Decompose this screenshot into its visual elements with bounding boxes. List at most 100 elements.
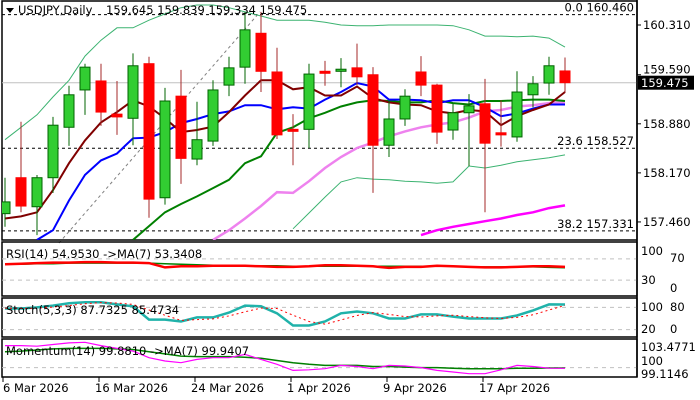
ma-slow-line (132, 98, 566, 240)
candle (159, 87, 171, 205)
indicator-tick-label: 20 (641, 322, 656, 336)
candle (223, 56, 235, 97)
indicator-tick-label: 30 (641, 273, 656, 287)
bollinger-lower-line (292, 154, 566, 230)
bollinger-upper-line (4, 4, 566, 141)
price-tick-label: 159.590 (643, 63, 691, 77)
stoch-label: Stoch(5,3,3) 87.7325 85.4734 (6, 303, 179, 317)
candle-body (2, 201, 11, 215)
candle (111, 80, 123, 135)
indicator-tick-label: 0 (670, 322, 677, 336)
indicator-tick-label: 100 (641, 300, 663, 314)
date-label: 1 Apr 2026 (287, 381, 351, 395)
candle (303, 63, 315, 148)
triangle-down-icon[interactable] (6, 8, 14, 13)
candle (207, 80, 219, 146)
candle (175, 69, 187, 184)
symbol-label: USDJPY,Daily (18, 3, 93, 17)
indicator-tick-label: 100 (641, 244, 663, 258)
candle (415, 56, 427, 97)
candle-body (383, 118, 395, 146)
candle-body (399, 95, 411, 120)
rsi-label: RSI(14) 54.9530 ->MA(7) 53.3408 (6, 247, 202, 261)
candle (239, 11, 251, 84)
price-tick-label: 160.310 (643, 18, 691, 32)
indicator-tick-label: 80 (670, 300, 685, 314)
candle (479, 78, 491, 213)
candle-body (223, 67, 235, 86)
candle-body (63, 94, 75, 128)
fib-level-label: 0.0 160.460 (565, 1, 635, 15)
candle-body (415, 71, 427, 86)
candle-body (31, 177, 43, 208)
candle (383, 101, 395, 157)
candle-body (127, 65, 139, 119)
fib-level-label: 23.6 158.527 (557, 134, 634, 148)
momentum-line (5, 341, 566, 375)
stoch-signal-line (4, 302, 566, 325)
candle-body (447, 112, 459, 131)
candle (15, 121, 27, 213)
candle-body (47, 124, 59, 179)
indicator-tick-label: 100 (641, 354, 663, 368)
candle (559, 57, 571, 93)
candle-body (191, 139, 203, 160)
date-label: 24 Mar 2026 (191, 381, 264, 395)
candle-body (159, 100, 171, 199)
candle-body (255, 32, 267, 72)
candle-body (431, 84, 443, 133)
candle (287, 114, 299, 166)
candle-body (111, 113, 123, 118)
candle (271, 47, 283, 140)
candle (255, 11, 267, 93)
ma-mid-line (36, 81, 565, 240)
candle (463, 94, 475, 166)
candle (319, 60, 331, 86)
candle-body (287, 128, 299, 132)
candle (79, 63, 91, 115)
candle (431, 83, 443, 144)
candle-body (79, 66, 91, 91)
candle-body (527, 83, 539, 96)
candle-body (559, 70, 571, 84)
candle (127, 53, 139, 146)
candle (351, 43, 363, 86)
stoch-main-line (5, 300, 566, 327)
candle-body (143, 63, 155, 200)
price-panel[interactable]: 0.0 160.460 23.6 158.527 38.2 157.331 (0, 0, 638, 244)
candle (543, 56, 555, 95)
indicator-tick-label: 70 (670, 251, 685, 265)
ohlc-label: 159.645 159.839 159.334 159.475 (106, 3, 307, 17)
candle (143, 56, 155, 218)
candle-body (463, 105, 475, 114)
candle-body (95, 80, 107, 113)
candle (447, 103, 459, 140)
price-tick-label: 157.460 (643, 215, 691, 229)
candle-body (479, 103, 491, 144)
candle-body (495, 132, 507, 136)
rsi-line (4, 260, 566, 270)
candle (511, 71, 523, 142)
price-tick-label: 158.170 (643, 166, 691, 180)
candle (2, 177, 11, 227)
momentum-ma-line (4, 347, 565, 370)
candle-body (511, 91, 523, 138)
candle-body (303, 73, 315, 130)
candle-body (367, 74, 379, 146)
candle (399, 89, 411, 126)
candle (31, 174, 43, 236)
candle-body (175, 95, 187, 159)
date-label: 9 Apr 2026 (383, 381, 447, 395)
current-price-badge (638, 75, 694, 90)
indicator-tick-label: 99.1146 (641, 367, 689, 381)
chart-header: USDJPY,Daily 159.645 159.839 159.334 159… (6, 3, 307, 17)
date-label: 17 Apr 2026 (479, 381, 550, 395)
date-label: 16 Mar 2026 (95, 381, 168, 395)
candle-body (319, 70, 331, 74)
date-label: 6 Mar 2026 (3, 381, 69, 395)
axes: 160.310 159.590 158.880 158.170 157.460 159.4… (2, 0, 696, 395)
candle (367, 67, 379, 193)
candle (495, 100, 507, 147)
